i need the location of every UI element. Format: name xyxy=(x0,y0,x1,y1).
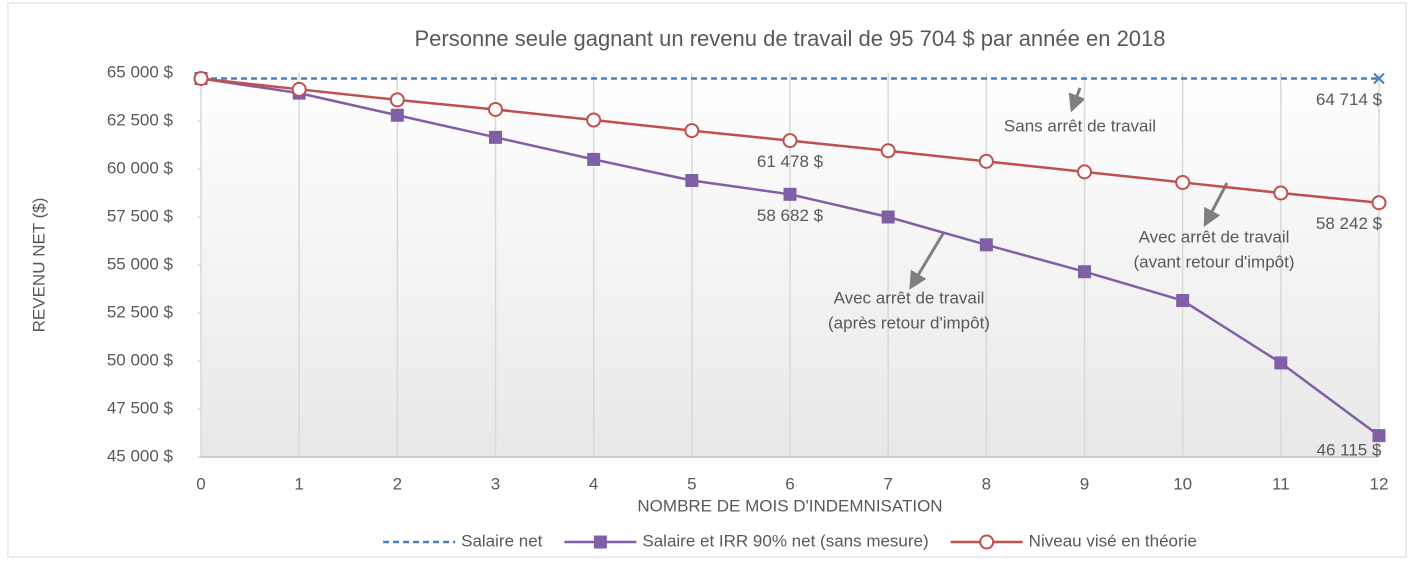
y-tick-label: 52 500 $ xyxy=(107,302,174,321)
marker xyxy=(1274,356,1288,370)
y-tick-label: 47 500 $ xyxy=(107,398,174,417)
annotation: Avec arrêt de travail xyxy=(1139,227,1290,246)
legend-label: Niveau visé en théorie xyxy=(1029,531,1197,550)
data-label: 61 478 $ xyxy=(757,152,824,171)
marker xyxy=(979,238,993,252)
x-tick-label: 12 xyxy=(1370,474,1389,493)
annotation: Sans arrêt de travail xyxy=(1004,116,1156,135)
marker xyxy=(1371,195,1387,211)
marker xyxy=(1077,164,1092,180)
marker xyxy=(783,187,797,201)
marker xyxy=(1273,185,1289,201)
y-tick-label: 62 500 $ xyxy=(107,110,174,129)
marker xyxy=(193,70,209,86)
annotation: (avant retour d'impôt) xyxy=(1133,252,1294,271)
marker xyxy=(489,130,502,144)
y-tick-label: 45 000 $ xyxy=(107,446,174,465)
annotation: (après retour d'impôt) xyxy=(828,313,990,332)
legend-label: Salaire et IRR 90% net (sans mesure) xyxy=(642,531,928,550)
x-tick-label: 6 xyxy=(785,474,794,493)
legend-label: Salaire net xyxy=(461,531,543,550)
marker xyxy=(1175,174,1191,190)
legend-item: Niveau visé en théorie xyxy=(950,531,1197,550)
marker xyxy=(1372,429,1386,443)
y-tick-label: 60 000 $ xyxy=(107,158,174,177)
data-label: 46 115 $ xyxy=(1317,440,1382,459)
marker xyxy=(1373,72,1385,85)
x-tick-label: 5 xyxy=(687,474,696,493)
x-tick-label: 4 xyxy=(589,474,598,493)
x-tick-label: 9 xyxy=(1080,474,1089,493)
marker xyxy=(390,108,404,122)
data-label: 64 714 $ xyxy=(1316,90,1383,109)
y-tick-label: 65 000 $ xyxy=(107,62,174,81)
x-tick-label: 8 xyxy=(982,474,991,493)
x-tick-label: 11 xyxy=(1272,474,1290,493)
y-tick-label: 50 000 $ xyxy=(107,350,174,369)
annotation-arrows xyxy=(909,87,1229,290)
marker xyxy=(684,123,700,139)
marker xyxy=(978,153,994,169)
y-tick-label: 57 500 $ xyxy=(107,206,174,225)
marker xyxy=(782,133,798,149)
marker xyxy=(880,143,896,159)
marker xyxy=(1176,294,1190,308)
marker xyxy=(586,112,602,128)
series xyxy=(201,72,1385,85)
legend-item: Salaire et IRR 90% net (sans mesure) xyxy=(564,531,929,550)
chart-title: Personne seule gagnant un revenu de trav… xyxy=(414,26,1165,51)
legend-item: Salaire net xyxy=(383,531,543,550)
arrow xyxy=(909,231,946,290)
x-tick-label: 3 xyxy=(491,474,500,493)
marker xyxy=(587,152,601,166)
x-tick-label: 2 xyxy=(393,474,402,493)
x-axis-title: NOMBRE DE MOIS D'INDEMNISATION xyxy=(637,496,942,515)
data-label: 58 682 $ xyxy=(757,206,824,225)
y-tick-label: 55 000 $ xyxy=(107,254,174,273)
data-label: 58 242 $ xyxy=(1316,214,1383,233)
x-tick-label: 0 xyxy=(196,474,205,493)
y-axis-title: REVENU NET ($) xyxy=(29,198,48,333)
marker xyxy=(979,534,995,550)
series xyxy=(193,70,1387,211)
arrow xyxy=(1068,87,1086,113)
marker xyxy=(1078,265,1091,279)
x-tick-label: 1 xyxy=(294,474,303,493)
x-tick-label: 7 xyxy=(883,474,892,493)
marker xyxy=(685,174,699,188)
legend: Salaire net Salaire et IRR 90% net (sans … xyxy=(383,531,1197,550)
marker xyxy=(488,101,503,117)
marker xyxy=(881,210,895,224)
marker xyxy=(593,535,607,549)
marker xyxy=(291,81,307,97)
arrow xyxy=(1203,182,1229,227)
marker xyxy=(389,92,405,108)
x-tick-label: 10 xyxy=(1173,474,1192,493)
annotation: Avec arrêt de travail xyxy=(834,288,985,307)
